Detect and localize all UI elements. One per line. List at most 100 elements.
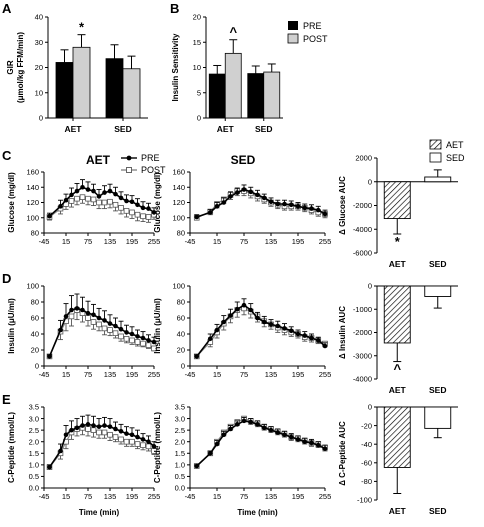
data-point-pre bbox=[309, 335, 314, 341]
data-point-pre bbox=[268, 199, 274, 205]
data-point-post bbox=[107, 431, 113, 438]
x-tick-label: 135 bbox=[265, 370, 278, 379]
y-tick-label: -6000 bbox=[353, 249, 372, 258]
data-point-pre bbox=[261, 195, 267, 201]
data-point-post bbox=[101, 199, 108, 206]
y-tick-label: 60 bbox=[177, 314, 185, 323]
x-tick-label: 75 bbox=[240, 237, 248, 246]
data-point-pre bbox=[194, 214, 200, 220]
data-point-pre bbox=[146, 439, 151, 445]
y-tick-label: 40 bbox=[35, 13, 43, 22]
data-point-pre bbox=[96, 424, 102, 429]
y-tick-label: 0 bbox=[197, 114, 201, 123]
y-tick-label: 10 bbox=[193, 63, 201, 72]
data-point-post bbox=[101, 325, 108, 332]
y-tick-label: 80 bbox=[177, 298, 185, 307]
y-axis-title: Δ Insulin AUC bbox=[338, 306, 347, 359]
x-tick-label: 255 bbox=[319, 237, 332, 246]
legend-pre-marker bbox=[126, 155, 132, 161]
data-point-pre bbox=[268, 322, 274, 327]
data-point-pre bbox=[102, 318, 107, 323]
legend-aet-label: AET bbox=[446, 140, 464, 150]
x-tick-label: 75 bbox=[240, 370, 248, 379]
data-point-post bbox=[134, 211, 141, 218]
x-tick-label: 195 bbox=[126, 492, 139, 501]
y-tick-label: 80 bbox=[177, 229, 185, 238]
bar-post bbox=[263, 71, 281, 119]
data-point-pre bbox=[214, 204, 220, 209]
data-point-post bbox=[129, 438, 135, 445]
data-point-pre bbox=[74, 306, 80, 311]
y-axis-title: GIR bbox=[6, 60, 15, 74]
y-tick-label: 140 bbox=[172, 183, 185, 192]
y-tick-label: 100 bbox=[172, 282, 185, 291]
chart-c-sed: 80 100 120 140 160 Glucose (mg/dl) -45 15 75 135 1… bbox=[153, 168, 331, 246]
column-title-aet: AET bbox=[86, 153, 111, 167]
x-tick-label: 255 bbox=[148, 370, 161, 379]
bar-pre bbox=[247, 73, 265, 119]
data-point-pre bbox=[309, 440, 314, 446]
data-point-pre bbox=[302, 333, 308, 338]
x-category-label: AET bbox=[389, 506, 407, 516]
data-point-post bbox=[145, 443, 152, 450]
y-tick-label: 60 bbox=[31, 314, 39, 323]
data-point-pre bbox=[241, 302, 247, 308]
data-point-pre bbox=[129, 432, 135, 438]
data-point-pre bbox=[63, 432, 69, 438]
data-point-pre bbox=[275, 323, 281, 329]
data-point-pre bbox=[58, 327, 63, 333]
data-point-pre bbox=[302, 205, 308, 211]
x-tick-label: 15 bbox=[62, 492, 70, 501]
data-point-post bbox=[140, 442, 146, 448]
data-point-pre bbox=[107, 321, 113, 326]
y-axis-title: Glucose (mg/dl) bbox=[7, 172, 16, 233]
data-point-pre bbox=[228, 313, 233, 318]
significance-marker: ^ bbox=[229, 25, 237, 40]
y-tick-label: 0 bbox=[368, 282, 372, 291]
data-point-pre bbox=[69, 427, 74, 433]
data-point-pre bbox=[85, 310, 91, 316]
x-tick-label: 195 bbox=[126, 370, 139, 379]
x-tick-label: -45 bbox=[185, 492, 196, 501]
data-point-pre bbox=[118, 195, 124, 201]
y-tick-label: -40 bbox=[361, 440, 372, 449]
data-point-pre bbox=[140, 205, 146, 211]
data-point-post bbox=[79, 194, 86, 200]
data-point-pre bbox=[47, 354, 52, 359]
y-tick-label: 10 bbox=[35, 88, 43, 97]
data-point-post bbox=[96, 321, 102, 328]
y-axis-title: C-Peptide (nmol/L) bbox=[153, 412, 162, 483]
y-tick-label: 0 bbox=[35, 362, 39, 371]
bar-pre bbox=[55, 62, 74, 119]
data-point-pre bbox=[194, 354, 200, 359]
chart-d-sed: 0 20 40 60 80 100 Insulin (μU/ml) -45 15 75 135 195… bbox=[153, 282, 331, 379]
data-point-post bbox=[112, 434, 119, 440]
data-point-post bbox=[85, 426, 91, 432]
data-point-pre bbox=[248, 307, 254, 313]
data-point-pre bbox=[113, 191, 118, 197]
significance-marker: * bbox=[395, 234, 401, 249]
data-point-post bbox=[123, 335, 130, 342]
data-point-pre bbox=[241, 187, 247, 192]
y-tick-label: 100 bbox=[172, 213, 185, 222]
y-axis-title: Insulin (μU/ml) bbox=[7, 298, 16, 354]
y-tick-label: 3.0 bbox=[29, 414, 39, 423]
y-tick-label: 0 bbox=[368, 403, 372, 412]
panel-letter-a: A bbox=[2, 1, 12, 16]
x-category-label: AET bbox=[65, 124, 83, 134]
x-category-label: SED bbox=[429, 385, 446, 395]
data-point-pre bbox=[102, 423, 107, 428]
y-tick-label: -20 bbox=[361, 421, 372, 430]
data-point-post bbox=[134, 339, 141, 345]
data-point-pre bbox=[124, 198, 129, 204]
data-point-pre bbox=[63, 197, 69, 203]
prepost-legend-bars: PRE POST bbox=[287, 21, 328, 44]
data-point-post bbox=[123, 208, 130, 214]
data-point-post bbox=[140, 213, 146, 220]
data-point-post bbox=[118, 205, 124, 211]
data-point-pre bbox=[91, 188, 96, 194]
data-point-pre bbox=[146, 338, 151, 343]
y-tick-label: -80 bbox=[361, 477, 372, 486]
panel-letter-e: E bbox=[2, 392, 11, 407]
